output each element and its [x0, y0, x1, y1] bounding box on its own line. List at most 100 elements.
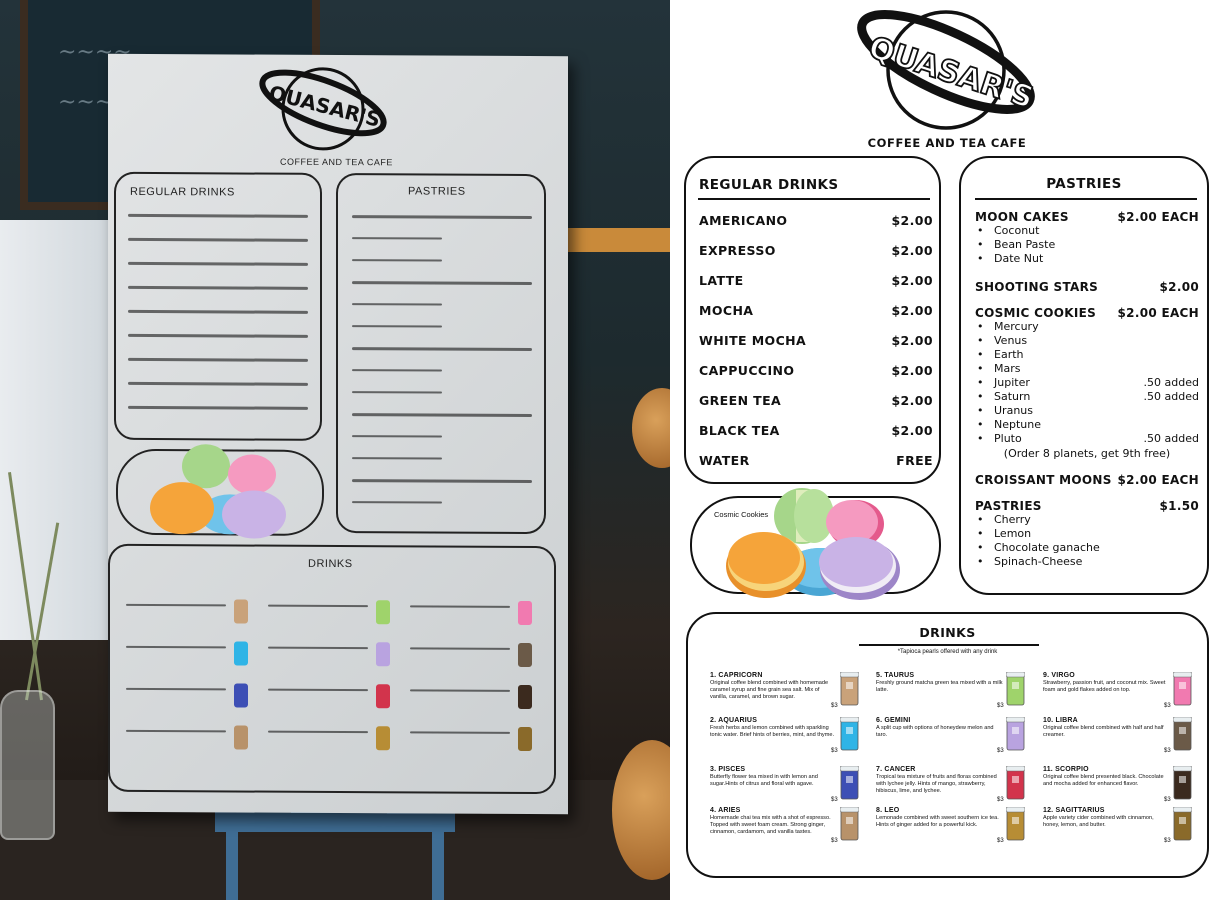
- mini-cup: [518, 642, 532, 668]
- pastry-item: • Mercury: [975, 320, 1199, 334]
- drink-description: Tropical tea mixture of fruits and flora…: [876, 774, 997, 794]
- regular-drinks-panel: REGULAR DRINKS AMERICANO $2.00 EXPRESSO $2.…: [684, 156, 941, 484]
- mini-cup: [518, 726, 532, 752]
- pastry-item: • Neptune: [975, 418, 1199, 432]
- drink-price: $3: [831, 703, 838, 709]
- drink-cup-icon: [840, 717, 859, 751]
- cafe-subtitle: COFFEE AND TEA CAFE: [867, 136, 1027, 150]
- item-name: WHITE MOCHA: [699, 332, 807, 348]
- pastry-item-name: Cherry: [994, 513, 1031, 526]
- bullet-icon: •: [977, 527, 984, 540]
- drink-price: $3: [831, 797, 838, 803]
- drink-description: Butterfly flower tea mixed in with lemon…: [710, 774, 818, 787]
- pastry-item-name: Venus: [994, 334, 1028, 347]
- mini-drinks-box: [108, 543, 556, 795]
- item-name: AMERICANO: [699, 212, 788, 228]
- tapioca-note: *Tapioca pearls offered with any drink: [897, 649, 998, 655]
- item-name: MOCHA: [699, 302, 754, 318]
- drink-price: $3: [831, 838, 838, 844]
- mini-cup: [518, 684, 532, 710]
- pastry-item-left: • Spinach-Cheese: [977, 555, 1082, 569]
- drink-item: 1. CAPRICORN Original coffee blend combin…: [710, 672, 870, 714]
- bullet-icon: •: [977, 320, 984, 333]
- drink-name: 3. PISCES: [710, 766, 746, 773]
- drink-item: 3. PISCES Butterfly flower tea mixed in w…: [710, 766, 870, 808]
- drink-item: 5. TAURUS Freshly ground matcha green tea…: [876, 672, 1036, 714]
- pastry-item: • Venus: [975, 334, 1199, 348]
- regular-drinks-list: AMERICANO $2.00 EXPRESSO $2.00 LATTE $2.00 MOC…: [699, 205, 933, 475]
- pastry-item-name: Date Nut: [994, 252, 1044, 265]
- pastry-item-name: Pluto: [994, 432, 1022, 445]
- pastry-item: • Saturn .50 added: [975, 390, 1199, 404]
- cafe-photo-mockup: ~~~~ ~~~ QUASAR'S COFFEE AND TEA CAFE REG…: [0, 0, 670, 900]
- pastry-item-left: • Uranus: [977, 404, 1033, 418]
- pastry-section-header: PASTRIES $1.50: [975, 499, 1199, 513]
- drink-item: 9. VIRGO Strawberry, passion fruit, and c…: [1043, 672, 1203, 714]
- bullet-icon: •: [977, 418, 984, 431]
- pastry-item-left: • Cherry: [977, 513, 1031, 527]
- pastry-item-extra: .50 added: [1143, 432, 1199, 445]
- item-price: $2.00: [891, 272, 933, 288]
- drink-description: Homemade chai tea mix with a shot of esp…: [710, 815, 831, 835]
- pastry-item-left: • Earth: [977, 348, 1024, 362]
- drink-name: 8. LEO: [876, 807, 900, 814]
- pastry-section-header: MOON CAKES $2.00 EACH: [975, 210, 1199, 224]
- pastry-item-left: • Jupiter: [977, 376, 1030, 390]
- item-price: $2.00: [891, 392, 933, 408]
- pastry-item-extra: .50 added: [1143, 376, 1199, 389]
- pastries-rule: [975, 198, 1197, 200]
- mini-regular-box: [114, 171, 322, 441]
- mini-logo: QUASAR'S: [259, 67, 387, 151]
- drink-price: $3: [831, 748, 838, 754]
- drink-price: $3: [997, 748, 1004, 754]
- drink-description: Original coffee blend presented black. C…: [1043, 774, 1164, 787]
- macarons-illustration: [726, 488, 900, 600]
- mini-subtitle: COFFEE AND TEA CAFE: [280, 156, 393, 168]
- easel: [215, 810, 455, 832]
- drink-cup-icon: [1173, 672, 1192, 706]
- pastry-item-name: Mars: [994, 362, 1021, 375]
- pastry-item-left: • Coconut: [977, 224, 1039, 238]
- drink-name: 6. GEMINI: [876, 717, 911, 724]
- pastry-item-name: Earth: [994, 348, 1024, 361]
- mini-cup: [234, 641, 248, 666]
- mini-cup: [234, 599, 248, 624]
- mini-cup: [234, 725, 248, 750]
- item-name: CAPPUCCINO: [699, 362, 795, 378]
- pastry-item-left: • Mars: [977, 362, 1021, 376]
- item-name: LATTE: [699, 272, 744, 288]
- drink-price: $3: [997, 838, 1004, 844]
- pastry-item-name: Jupiter: [994, 376, 1030, 389]
- item-name: WATER: [699, 452, 750, 468]
- drink-cup-icon: [840, 807, 859, 841]
- bullet-icon: •: [977, 224, 984, 237]
- item-price: FREE: [896, 452, 933, 468]
- pastry-item-left: • Lemon: [977, 527, 1031, 541]
- macaron-orange-icon: [726, 532, 806, 598]
- drink-cup-icon: [1006, 766, 1025, 800]
- pastry-section-price: $2.00 EACH: [1117, 473, 1199, 487]
- pastry-section-name: CROISSANT MOONS: [975, 473, 1112, 487]
- mini-cup: [234, 683, 248, 708]
- pastry-item: • Uranus: [975, 404, 1199, 418]
- bullet-icon: •: [977, 555, 984, 568]
- pastry-item-left: • Chocolate ganache: [977, 541, 1100, 555]
- menu-item-row: CAPPUCCINO $2.00: [699, 355, 933, 385]
- drink-name: 10. LIBRA: [1043, 717, 1078, 724]
- pastry-item: • Mars: [975, 362, 1199, 376]
- menu-item-row: GREEN TEA $2.00: [699, 385, 933, 415]
- pastry-item: • Spinach-Cheese: [975, 555, 1199, 569]
- item-name: GREEN TEA: [699, 392, 782, 408]
- planet-logo-icon: QUASAR'S: [857, 10, 1038, 130]
- drink-description: A split cup with options of honeydew mel…: [876, 725, 994, 738]
- pastry-item: • Cherry: [975, 513, 1199, 527]
- drink-description: Original coffee blend combined with half…: [1043, 725, 1164, 738]
- pastry: [632, 388, 670, 468]
- menu-item-row: AMERICANO $2.00: [699, 205, 933, 235]
- drink-cup-icon: [1173, 807, 1192, 841]
- pastry-item-name: Uranus: [994, 404, 1033, 417]
- drink-price: $3: [997, 703, 1004, 709]
- menu-item-row: LATTE $2.00: [699, 265, 933, 295]
- item-price: $2.00: [891, 422, 933, 438]
- drink-item: 11. SCORPIO Original coffee blend present…: [1043, 766, 1203, 808]
